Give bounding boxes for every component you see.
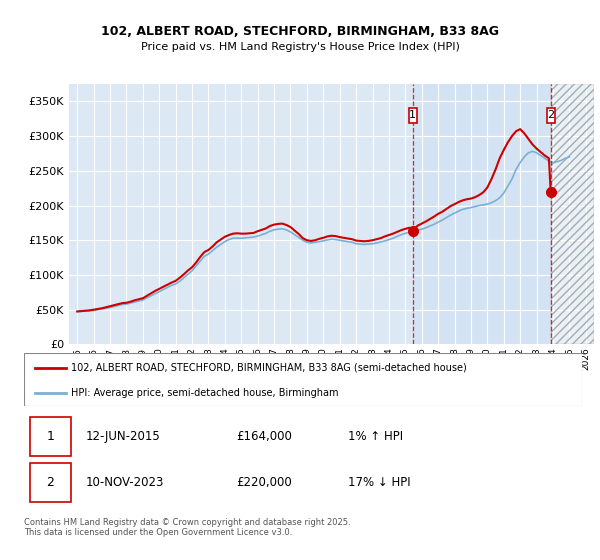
FancyBboxPatch shape bbox=[29, 417, 71, 456]
Bar bbox=[551, 84, 594, 344]
Bar bbox=[547, 108, 555, 123]
Text: Contains HM Land Registry data © Crown copyright and database right 2025.
This d: Contains HM Land Registry data © Crown c… bbox=[24, 518, 350, 538]
Text: 1: 1 bbox=[409, 110, 416, 120]
Text: £164,000: £164,000 bbox=[236, 430, 292, 442]
Text: 2: 2 bbox=[547, 110, 554, 120]
Text: Price paid vs. HM Land Registry's House Price Index (HPI): Price paid vs. HM Land Registry's House … bbox=[140, 42, 460, 52]
Bar bbox=[551, 84, 594, 344]
Text: 2: 2 bbox=[47, 475, 55, 489]
Bar bbox=[409, 108, 417, 123]
Text: £220,000: £220,000 bbox=[236, 475, 292, 489]
Text: 1: 1 bbox=[47, 430, 55, 442]
Text: 1% ↑ HPI: 1% ↑ HPI bbox=[347, 430, 403, 442]
Text: HPI: Average price, semi-detached house, Birmingham: HPI: Average price, semi-detached house,… bbox=[71, 388, 339, 398]
Text: 10-NOV-2023: 10-NOV-2023 bbox=[85, 475, 164, 489]
Bar bbox=[413, 84, 551, 344]
Text: 102, ALBERT ROAD, STECHFORD, BIRMINGHAM, B33 8AG (semi-detached house): 102, ALBERT ROAD, STECHFORD, BIRMINGHAM,… bbox=[71, 363, 467, 373]
Text: 17% ↓ HPI: 17% ↓ HPI bbox=[347, 475, 410, 489]
Text: 12-JUN-2015: 12-JUN-2015 bbox=[85, 430, 160, 442]
FancyBboxPatch shape bbox=[29, 463, 71, 502]
Text: 102, ALBERT ROAD, STECHFORD, BIRMINGHAM, B33 8AG: 102, ALBERT ROAD, STECHFORD, BIRMINGHAM,… bbox=[101, 25, 499, 38]
